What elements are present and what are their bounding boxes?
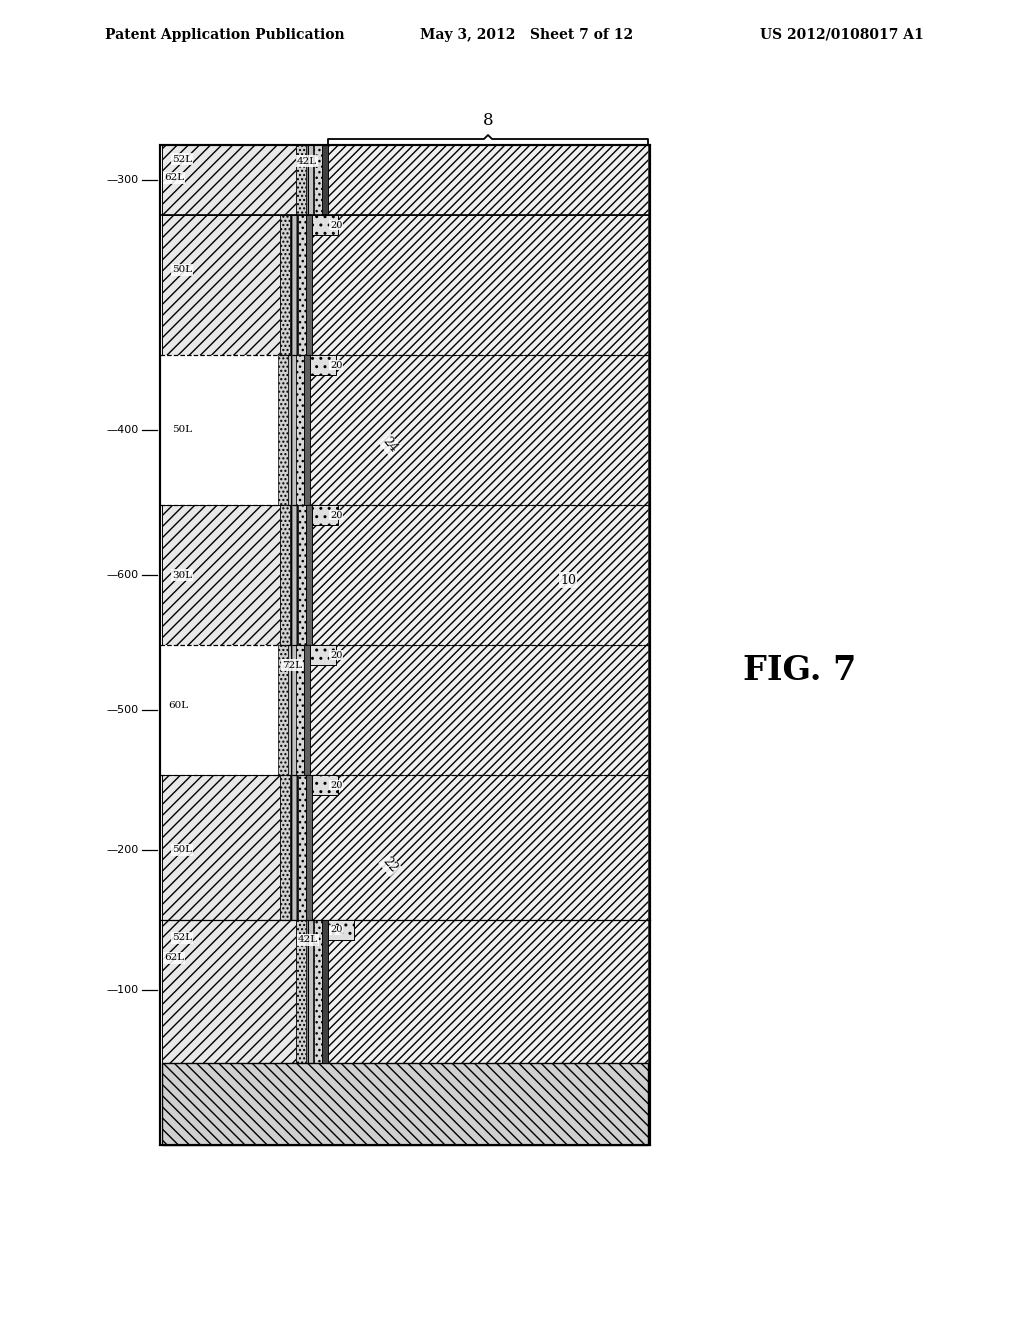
Text: 50L: 50L [172,265,193,275]
Bar [162,215,280,355]
Bar [328,145,648,215]
Text: 50L: 50L [172,846,193,854]
Bar [312,506,648,645]
Bar [290,215,298,355]
Bar [280,775,290,920]
Text: 22: 22 [380,855,400,875]
Bar [162,920,296,1063]
Text: —400: —400 [106,425,139,436]
Text: 42L: 42L [298,936,318,945]
Bar [278,645,288,775]
Bar [312,775,338,795]
Bar [310,355,336,375]
Bar [162,355,280,506]
Text: 52L: 52L [172,154,193,164]
Bar [322,145,328,215]
Bar [162,506,280,645]
Text: 8: 8 [482,112,494,129]
Bar [306,506,312,645]
Text: 20: 20 [330,360,342,370]
Bar [306,145,314,215]
Text: 20: 20 [330,780,342,789]
Text: 20: 20 [330,511,342,520]
Bar [328,920,354,940]
Text: 20: 20 [330,925,342,935]
Bar [162,775,280,920]
Bar [162,1063,648,1144]
Bar [290,775,298,920]
Text: 10: 10 [560,573,575,586]
Bar [314,920,322,1063]
Text: FIG. 7: FIG. 7 [743,653,857,686]
Bar [306,775,312,920]
Bar [314,145,322,215]
Bar [280,215,290,355]
Text: —300: —300 [106,176,139,185]
Bar [328,920,648,1063]
Bar [160,145,650,1144]
Text: 62L: 62L [164,173,184,182]
Text: 42L: 42L [297,157,317,165]
Text: 50L: 50L [172,425,193,434]
Bar [312,775,648,920]
Bar [280,506,290,645]
Bar [312,506,338,525]
Text: 52L: 52L [172,933,193,942]
Text: 30L: 30L [172,570,193,579]
Bar [298,775,306,920]
Bar [322,920,328,1063]
Bar [310,355,648,506]
Text: US 2012/0108017 A1: US 2012/0108017 A1 [760,28,924,42]
Bar [298,215,306,355]
Text: 62L: 62L [164,953,184,962]
Text: —500: —500 [106,705,139,715]
Bar [162,645,280,775]
Text: —600: —600 [106,570,139,579]
Bar [290,506,298,645]
Text: —200: —200 [106,845,139,855]
Text: —100: —100 [106,985,139,995]
Bar [278,355,288,506]
Bar [296,645,304,775]
Bar [288,355,296,506]
Bar [306,215,312,355]
Bar [312,215,648,355]
Bar [298,506,306,645]
Text: 20: 20 [330,220,342,230]
Bar [304,355,310,506]
Bar [306,920,314,1063]
Text: Patent Application Publication: Patent Application Publication [105,28,345,42]
Text: May 3, 2012   Sheet 7 of 12: May 3, 2012 Sheet 7 of 12 [420,28,633,42]
Text: 20: 20 [330,651,342,660]
Text: 24: 24 [380,434,400,455]
Bar [296,355,304,506]
Bar [310,645,336,665]
Bar [160,145,650,1144]
Bar [310,645,648,775]
Bar [296,145,306,215]
Bar [296,920,306,1063]
Bar [304,645,310,775]
Bar [162,145,296,215]
Text: 60L: 60L [168,701,188,710]
Text: 72L: 72L [282,660,302,669]
Bar [312,215,338,235]
Bar [288,645,296,775]
